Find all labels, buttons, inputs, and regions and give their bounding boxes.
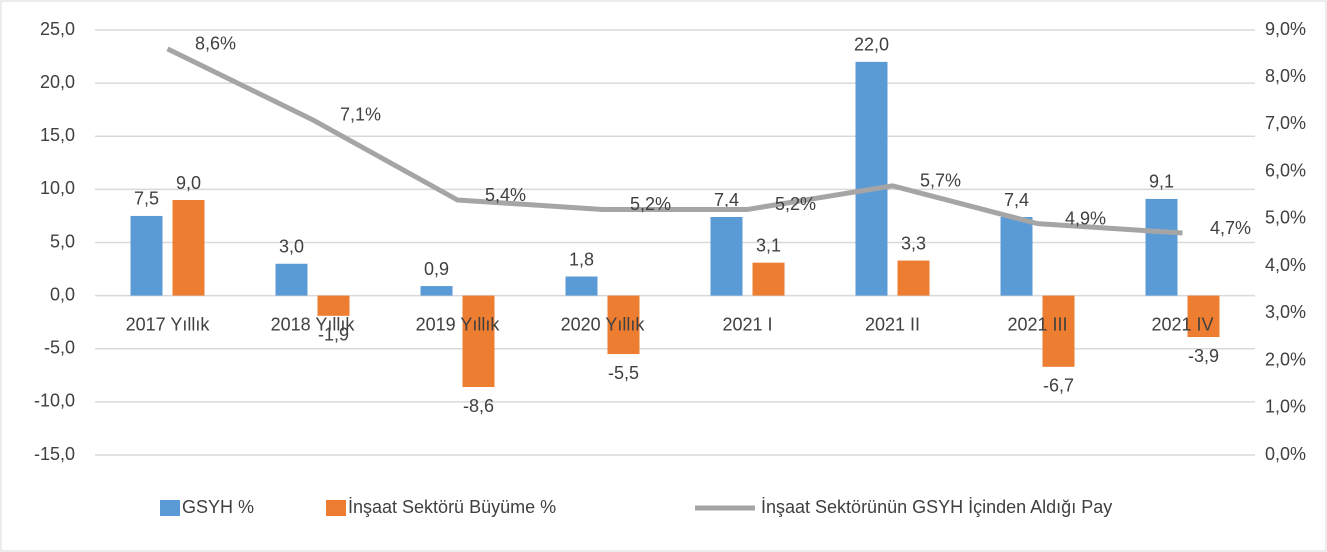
line-label: 7,1% [340, 104, 381, 124]
legend-swatch [326, 500, 346, 516]
y2-tick-label: 5,0% [1265, 208, 1306, 228]
data-label: 0,9 [424, 259, 449, 279]
data-label: 3,3 [901, 233, 926, 253]
bar [897, 260, 930, 296]
bar [1000, 217, 1033, 296]
y2-tick-label: 8,0% [1265, 66, 1306, 86]
data-label: 3,1 [756, 235, 781, 255]
bar [130, 215, 163, 296]
y-tick-label: 10,0 [40, 178, 75, 198]
legend-label: İnşaat Sektörü Büyüme % [348, 497, 556, 517]
data-label: 3,0 [279, 237, 304, 257]
y2-tick-label: 6,0% [1265, 160, 1306, 180]
legend-swatch [160, 500, 180, 516]
x-tick-label: 2021 IV [1151, 314, 1213, 334]
y2-tick-label: 4,0% [1265, 255, 1306, 275]
y2-tick-label: 9,0% [1265, 19, 1306, 39]
x-tick-label: 2021 I [722, 314, 772, 334]
data-label: -6,7 [1043, 376, 1074, 396]
legend-label: İnşaat Sektörünün GSYH İçinden Aldığı Pa… [761, 497, 1112, 517]
legend-label: GSYH % [182, 497, 254, 517]
bar [317, 295, 350, 316]
line [166, 46, 1183, 236]
bar [275, 263, 308, 296]
line-label: 5,7% [920, 171, 961, 191]
data-label: 7,4 [714, 190, 739, 210]
line-label: 5,2% [775, 194, 816, 214]
y-tick-label: 5,0 [50, 231, 75, 251]
y-tick-label: -15,0 [34, 444, 75, 464]
y2-tick-label: 0,0% [1265, 444, 1306, 464]
bar [752, 262, 785, 296]
y2-tick-label: 2,0% [1265, 349, 1306, 369]
y-tick-label: -10,0 [34, 391, 75, 411]
x-tick-label: 2017 Yıllık [126, 314, 211, 334]
y-tick-label: 15,0 [40, 125, 75, 145]
line-label: 5,2% [630, 194, 671, 214]
x-tick-label: 2018 Yıllık [271, 314, 356, 334]
line-label: 8,6% [195, 34, 236, 54]
data-label: 9,1 [1149, 172, 1174, 192]
bar [462, 295, 495, 387]
bar [172, 200, 205, 296]
data-label: -3,9 [1188, 346, 1219, 366]
x-tick-label: 2019 Yıllık [416, 314, 501, 334]
bar [855, 61, 888, 296]
y-tick-label: 20,0 [40, 72, 75, 92]
data-label: 1,8 [569, 249, 594, 269]
x-tick-label: 2020 Yıllık [561, 314, 646, 334]
data-label: -8,6 [463, 396, 494, 416]
data-label: 7,4 [1004, 190, 1029, 210]
data-label: 7,5 [134, 189, 159, 209]
y2-tick-label: 3,0% [1265, 302, 1306, 322]
bar [1042, 295, 1075, 367]
bar [1187, 295, 1220, 338]
line-label: 4,7% [1210, 218, 1251, 238]
data-label: 9,0 [176, 173, 201, 193]
bar [607, 295, 640, 355]
y2-tick-label: 7,0% [1265, 113, 1306, 133]
bar [1145, 198, 1178, 296]
bar [420, 286, 453, 296]
bar [565, 276, 598, 296]
x-tick-label: 2021 II [865, 314, 920, 334]
x-tick-label: 2021 III [1007, 314, 1067, 334]
data-label: 22,0 [854, 35, 889, 55]
y-tick-label: -5,0 [44, 338, 75, 358]
y-tick-label: 0,0 [50, 284, 75, 304]
y-tick-label: 25,0 [40, 19, 75, 39]
bar [710, 217, 743, 296]
data-label: -5,5 [608, 363, 639, 383]
line-label: 5,4% [485, 185, 526, 205]
data-label: -1,9 [318, 325, 349, 345]
line-label: 4,9% [1065, 208, 1106, 228]
y2-tick-label: 1,0% [1265, 397, 1306, 417]
